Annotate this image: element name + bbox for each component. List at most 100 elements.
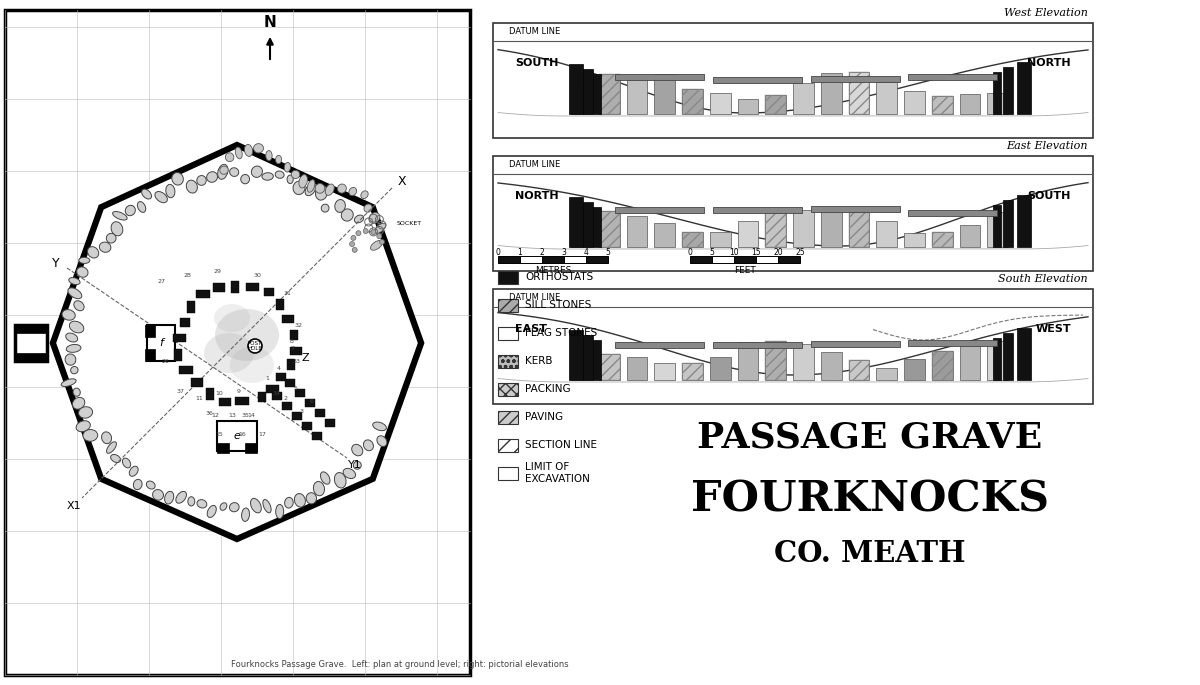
Bar — [709, 357, 731, 380]
Text: 2: 2 — [283, 395, 287, 401]
Ellipse shape — [78, 407, 92, 418]
Ellipse shape — [100, 242, 110, 252]
Text: 14: 14 — [247, 412, 254, 417]
Ellipse shape — [293, 181, 305, 195]
Text: 20: 20 — [773, 247, 782, 256]
Bar — [498, 466, 518, 479]
Bar — [766, 95, 786, 114]
Ellipse shape — [235, 147, 242, 159]
Bar — [931, 351, 953, 380]
Bar — [811, 341, 900, 347]
Bar — [180, 318, 190, 327]
Bar — [290, 347, 302, 356]
Text: METRES: METRES — [535, 266, 571, 275]
Bar — [282, 402, 293, 410]
Text: SILL STONES: SILL STONES — [526, 300, 592, 310]
Bar — [738, 99, 758, 114]
Bar — [325, 419, 335, 427]
Ellipse shape — [377, 436, 386, 447]
Bar — [272, 392, 282, 400]
Bar — [960, 225, 980, 247]
Bar — [276, 373, 286, 382]
Bar — [682, 89, 703, 114]
Bar — [214, 284, 226, 292]
Text: 16: 16 — [238, 432, 246, 438]
Bar — [312, 432, 322, 440]
Ellipse shape — [112, 222, 122, 236]
Ellipse shape — [113, 212, 127, 220]
Ellipse shape — [322, 204, 329, 212]
Text: SOUTH: SOUTH — [515, 58, 558, 68]
Ellipse shape — [215, 309, 278, 361]
Ellipse shape — [71, 366, 78, 374]
Ellipse shape — [72, 397, 85, 409]
Ellipse shape — [349, 188, 356, 196]
Text: 11: 11 — [196, 395, 203, 401]
Text: 31: 31 — [283, 290, 290, 295]
Text: 5: 5 — [293, 386, 296, 390]
Text: Fourknocks Passage Grave.  Left: plan at ground level; right: pictorial elevatio: Fourknocks Passage Grave. Left: plan at … — [232, 660, 569, 669]
Bar — [811, 206, 900, 212]
Ellipse shape — [337, 184, 347, 193]
Ellipse shape — [107, 442, 116, 453]
Ellipse shape — [83, 429, 97, 441]
Ellipse shape — [172, 173, 184, 185]
Text: KERB: KERB — [526, 356, 552, 366]
Ellipse shape — [294, 494, 305, 507]
Ellipse shape — [251, 166, 263, 177]
Text: PACKING: PACKING — [526, 384, 571, 394]
Text: X1: X1 — [67, 501, 82, 511]
Bar — [498, 410, 518, 423]
Bar — [994, 205, 1001, 247]
Bar — [498, 438, 518, 451]
Bar — [179, 366, 193, 374]
Bar — [314, 409, 325, 417]
Bar — [766, 341, 786, 380]
Text: N: N — [264, 14, 276, 29]
Ellipse shape — [320, 472, 330, 484]
Text: Y: Y — [52, 256, 60, 269]
Ellipse shape — [305, 184, 316, 196]
Ellipse shape — [325, 184, 335, 195]
Ellipse shape — [226, 153, 234, 162]
Bar — [258, 393, 266, 402]
Bar — [690, 256, 712, 263]
Bar — [245, 443, 257, 453]
Bar — [1003, 333, 1013, 380]
Ellipse shape — [122, 458, 131, 468]
Bar — [848, 73, 869, 114]
Text: 2: 2 — [540, 247, 545, 256]
Text: 10: 10 — [730, 247, 739, 256]
Ellipse shape — [299, 175, 307, 188]
Bar — [908, 340, 997, 346]
Text: DATUM LINE: DATUM LINE — [509, 27, 560, 36]
Bar — [148, 325, 175, 361]
Bar — [217, 421, 257, 451]
Text: 25: 25 — [796, 247, 805, 256]
Ellipse shape — [361, 191, 368, 199]
Text: 29: 29 — [214, 269, 221, 273]
Text: 4: 4 — [277, 366, 281, 371]
Text: PASSAGE GRAVE: PASSAGE GRAVE — [697, 420, 1043, 454]
Ellipse shape — [68, 288, 82, 299]
Bar — [616, 207, 704, 213]
Bar — [793, 343, 814, 380]
Ellipse shape — [62, 310, 76, 320]
Bar — [599, 211, 619, 247]
Bar — [520, 256, 542, 263]
Text: 27: 27 — [158, 279, 166, 284]
Bar — [682, 232, 703, 247]
Bar — [266, 385, 280, 393]
Bar — [593, 340, 601, 380]
Bar — [616, 342, 704, 349]
Bar — [498, 299, 518, 312]
Bar — [292, 412, 302, 420]
Ellipse shape — [373, 422, 386, 431]
Circle shape — [377, 234, 382, 238]
Bar — [1018, 328, 1031, 380]
Ellipse shape — [138, 201, 145, 212]
Bar — [583, 335, 593, 380]
Ellipse shape — [341, 209, 353, 221]
Bar — [1018, 195, 1031, 247]
Text: 33: 33 — [293, 358, 301, 364]
